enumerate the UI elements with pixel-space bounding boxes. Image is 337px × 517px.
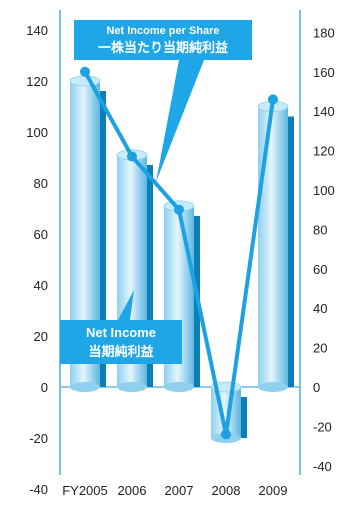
y-right-tick-label: 120 bbox=[313, 144, 335, 159]
bar-shadow bbox=[284, 116, 294, 387]
y-right-tick-label: 0 bbox=[313, 380, 320, 395]
y-right-tick-label: 60 bbox=[313, 262, 327, 277]
y-right-tick-label: 140 bbox=[313, 104, 335, 119]
bar bbox=[258, 106, 288, 387]
y-right-tick-label: 160 bbox=[313, 65, 335, 80]
bar-cap bbox=[69, 75, 101, 87]
callout-label-ja: 一株当たり当期純利益 bbox=[98, 40, 228, 55]
y-left-tick-label: 0 bbox=[41, 380, 48, 395]
callout-label: Net Income per Share bbox=[106, 25, 219, 37]
y-left-tick-label: 100 bbox=[26, 125, 48, 140]
y-right-tick-label: 20 bbox=[313, 341, 327, 356]
bar-shadow bbox=[190, 215, 200, 387]
y-left-tick-label: 60 bbox=[34, 227, 48, 242]
y-right-tick-label: -40 bbox=[313, 459, 332, 474]
x-tick-label: 2008 bbox=[212, 483, 241, 498]
x-tick-label: 2006 bbox=[118, 483, 147, 498]
y-right-tick-label: -20 bbox=[313, 419, 332, 434]
callouts-group: Net Income per Share 一株当たり当期純利益 Net Income… bbox=[60, 20, 252, 364]
callout-pointer bbox=[118, 290, 134, 320]
y-left-tick-label: 120 bbox=[26, 74, 48, 89]
y-left-tick-label: 80 bbox=[34, 176, 48, 191]
y-left-tick-label: 140 bbox=[26, 23, 48, 38]
callout-pointer bbox=[156, 60, 204, 182]
bar-base bbox=[70, 382, 100, 392]
callout-label-ja: 当期純利益 bbox=[88, 344, 153, 359]
bar-shadow bbox=[237, 397, 247, 438]
callout-box bbox=[74, 20, 252, 60]
bar-shadow bbox=[96, 91, 106, 387]
callout-label: Net Income bbox=[86, 325, 156, 340]
bar-base bbox=[258, 382, 288, 392]
line-point bbox=[268, 94, 278, 105]
bar-base bbox=[117, 382, 147, 392]
line-point bbox=[127, 151, 137, 162]
y-left-tick-label: -40 bbox=[29, 482, 48, 497]
line-group bbox=[80, 66, 278, 440]
y-right-tick-label: 180 bbox=[313, 25, 335, 40]
bar-shadow bbox=[143, 164, 153, 387]
line-point bbox=[80, 66, 90, 77]
x-tick-label: FY2005 bbox=[62, 483, 108, 498]
y-right-tick-label: 80 bbox=[313, 222, 327, 237]
y-left-tick-label: 20 bbox=[34, 329, 48, 344]
y-right-tick-label: 100 bbox=[313, 183, 335, 198]
x-tick-label: 2009 bbox=[259, 483, 288, 498]
bar-base bbox=[164, 382, 194, 392]
y-left-tick-label: -20 bbox=[29, 431, 48, 446]
callout-box bbox=[60, 320, 182, 364]
line-point bbox=[221, 429, 231, 440]
labels-group: -40 -20 0 20 40 60 80 100 120 140 -40 -20 0 20 40 60 80 1… bbox=[26, 23, 334, 498]
y-left-tick-label: 40 bbox=[34, 278, 48, 293]
x-tick-label: 2007 bbox=[165, 483, 194, 498]
bars-group bbox=[69, 75, 294, 443]
y-right-tick-label: 40 bbox=[313, 301, 327, 316]
line-point bbox=[174, 204, 184, 215]
